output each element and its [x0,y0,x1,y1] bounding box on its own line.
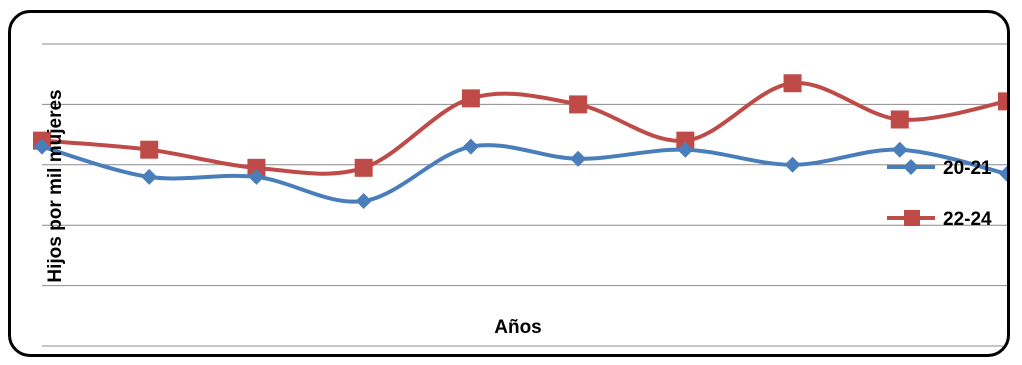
legend-marker-20-21 [903,159,919,175]
line-chart: 20-21 22-24 Hijos por mil mujeres Años [33,43,1007,347]
legend-item-20-21: 20-21 [887,158,992,179]
data-point-20-21-4 [355,193,372,210]
x-axis-label: Años [494,317,542,338]
series-line-22-24 [41,81,1007,176]
data-point-22-24-8 [783,74,802,93]
series-22-24 [33,74,1007,177]
gridlines [42,43,1007,347]
data-point-20-21-10 [999,165,1007,182]
legend-item-22-24: 22-24 [887,209,992,230]
data-point-22-24-10 [998,92,1007,111]
data-point-20-21-3 [248,168,265,185]
data-point-20-21-1 [34,138,50,155]
data-point-20-21-9 [891,141,908,158]
legend-marker-22-24 [904,210,920,226]
data-point-22-24-2 [140,140,159,159]
data-point-22-24-4 [354,158,373,177]
series-line-20-21 [41,143,1007,204]
legend: 20-21 22-24 [887,158,992,230]
legend-label-22-24: 22-24 [943,209,992,230]
data-point-20-21-6 [570,150,587,167]
series-layer [33,74,1007,210]
data-point-22-24-6 [569,95,588,114]
y-axis-label: Hijos por mil mujeres [45,89,66,282]
data-point-22-24-5 [461,89,480,108]
data-point-20-21-5 [462,138,479,155]
legend-label-20-21: 20-21 [943,158,992,179]
data-point-20-21-2 [141,168,158,185]
series-20-21 [34,138,1007,210]
data-point-20-21-7 [677,141,694,158]
data-point-22-24-7 [676,131,695,150]
data-point-22-24-3 [247,158,266,177]
chart-frame: 20-21 22-24 Hijos por mil mujeres Años [8,10,1010,357]
data-point-20-21-8 [784,156,801,173]
data-point-22-24-9 [890,110,909,129]
